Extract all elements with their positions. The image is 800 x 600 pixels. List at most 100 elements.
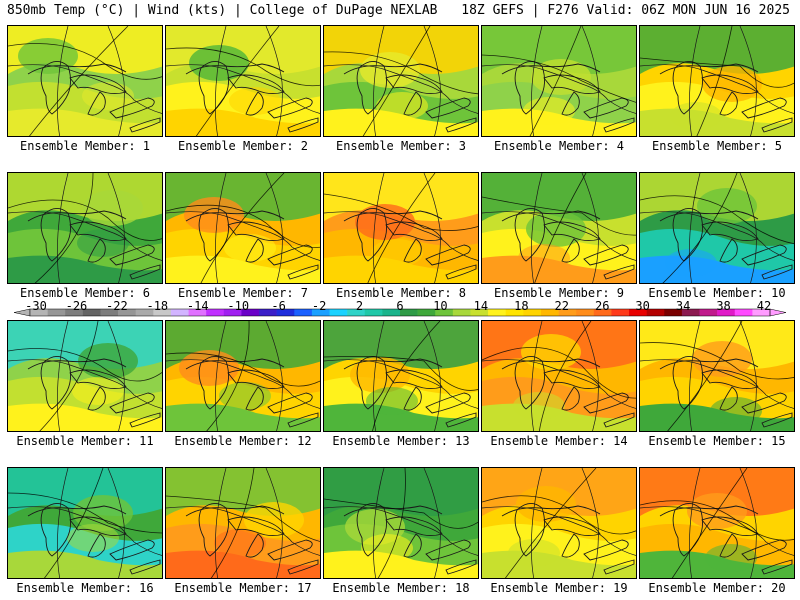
colorbar-swatch: [470, 309, 489, 316]
ensemble-member-map: [7, 320, 163, 432]
colorbar-swatch: [611, 309, 630, 316]
model-run-info: 18Z GEFS | F276 Valid: 06Z MON JUN 16 20…: [461, 3, 790, 18]
colorbar-swatch: [329, 309, 348, 316]
ensemble-member-label: Ensemble Member: 13: [332, 434, 470, 448]
colorbar-tick-label: -26: [65, 299, 88, 313]
colorbar-swatch: [540, 309, 559, 316]
ensemble-member-map: [7, 172, 163, 284]
ensemble-member-map: [165, 320, 321, 432]
ensemble-member-map: [639, 467, 795, 579]
colorbar-swatch: [241, 309, 260, 316]
ensemble-member-label: Ensemble Member: 6: [19, 286, 151, 300]
colorbar-swatch: [223, 309, 242, 316]
colorbar-swatch: [65, 309, 84, 316]
ensemble-member-map: [639, 172, 795, 284]
ensemble-member-label: Ensemble Member: 1: [19, 139, 151, 153]
ensemble-member-label: Ensemble Member: 17: [174, 581, 312, 595]
ensemble-member-map: [481, 467, 637, 579]
ensemble-member-label: Ensemble Member: 18: [332, 581, 470, 595]
ensemble-member-label: Ensemble Member: 20: [648, 581, 786, 595]
colorbar-tick-label: 18: [514, 299, 529, 313]
ensemble-member-map: [481, 25, 637, 137]
ensemble-member-map: [323, 320, 479, 432]
ensemble-member-label: Ensemble Member: 11: [16, 434, 154, 448]
colorbar-swatch: [100, 309, 119, 316]
ensemble-member-label: Ensemble Member: 2: [177, 139, 309, 153]
colorbar-swatch: [30, 309, 48, 316]
colorbar-swatch: [400, 309, 418, 316]
colorbar-swatch: [153, 309, 172, 316]
colorbar-swatch: [452, 309, 471, 316]
colorbar-swatch: [435, 309, 454, 316]
ensemble-member-map: [323, 25, 479, 137]
colorbar-swatch: [664, 309, 683, 316]
ensemble-member-label: Ensemble Member: 9: [493, 286, 625, 300]
colorbar-tick-label: 38: [716, 299, 731, 313]
colorbar-swatch: [523, 309, 542, 316]
colorbar-tick-label: -6: [271, 299, 286, 313]
colorbar-frame: [29, 308, 771, 317]
ensemble-member-map: [7, 467, 163, 579]
ensemble-member-label: Ensemble Member: 8: [335, 286, 467, 300]
colorbar-swatch: [188, 309, 207, 316]
ensemble-member-label: Ensemble Member: 10: [648, 286, 786, 300]
ensemble-member-map: [639, 320, 795, 432]
colorbar-swatch: [417, 309, 436, 316]
colorbar-swatch: [382, 309, 401, 316]
colorbar-swatch: [170, 309, 189, 316]
colorbar-swatch: [135, 309, 154, 316]
colorbar-swatch: [47, 309, 66, 316]
colorbar-swatch: [717, 309, 736, 316]
colorbar-swatch: [593, 309, 612, 316]
colorbar-tick-label: 30: [635, 299, 650, 313]
ensemble-member-label: Ensemble Member: 19: [490, 581, 628, 595]
ensemble-member-label: Ensemble Member: 7: [177, 286, 309, 300]
colorbar-swatch: [681, 309, 700, 316]
ensemble-member-label: Ensemble Member: 16: [16, 581, 154, 595]
colorbar-swatch: [629, 309, 647, 316]
colorbar-swatch: [82, 309, 101, 316]
ensemble-member-map: [7, 25, 163, 137]
colorbar-swatch: [347, 309, 366, 316]
colorbar-tick-label: -10: [227, 299, 250, 313]
colorbar-tick-label: -14: [186, 299, 209, 313]
ensemble-member-map: [481, 172, 637, 284]
colorbar-tick-label: 22: [554, 299, 569, 313]
colorbar-swatch: [294, 309, 313, 316]
colorbar-swatch: [699, 309, 718, 316]
ensemble-member-label: Ensemble Member: 3: [335, 139, 467, 153]
colorbar-high-arrow: [769, 308, 787, 317]
ensemble-member-map: [481, 320, 637, 432]
colorbar-swatch: [734, 309, 753, 316]
colorbar-swatch: [118, 309, 137, 316]
colorbar-swatch: [576, 309, 595, 316]
colorbar-swatch: [276, 309, 295, 316]
ensemble-member-label: Ensemble Member: 12: [174, 434, 312, 448]
colorbar-swatch: [206, 309, 225, 316]
colorbar-tick-label: 2: [355, 299, 364, 313]
ensemble-member-map: [165, 25, 321, 137]
ensemble-member-label: Ensemble Member: 4: [493, 139, 625, 153]
colorbar-tick-label: -18: [146, 299, 169, 313]
colorbar-tick-label: 34: [675, 299, 691, 313]
ensemble-member-map: [323, 467, 479, 579]
ensemble-member-map: [639, 25, 795, 137]
colorbar-swatch: [558, 309, 577, 316]
colorbar-tick-label: 10: [433, 299, 448, 313]
ensemble-member-map: [165, 172, 321, 284]
colorbar-swatch: [364, 309, 383, 316]
colorbar-tick-label: -30: [25, 299, 47, 313]
colorbar-tick-label: 6: [396, 299, 404, 313]
colorbar-swatch: [505, 309, 524, 316]
temperature-colorbar: [13, 308, 787, 317]
colorbar-swatch: [646, 309, 665, 316]
colorbar-tick-label: -2: [311, 299, 327, 313]
colorbar-swatch: [488, 309, 507, 316]
ensemble-member-map: [165, 467, 321, 579]
map-title: 850mb Temp (°C) | Wind (kts) | College o…: [7, 3, 438, 18]
colorbar-tick-label: 26: [594, 299, 610, 313]
colorbar-tick-label: 14: [473, 299, 489, 313]
colorbar-tick-label: -22: [106, 299, 128, 313]
colorbar-swatch: [259, 309, 277, 316]
colorbar-swatch: [311, 309, 330, 316]
